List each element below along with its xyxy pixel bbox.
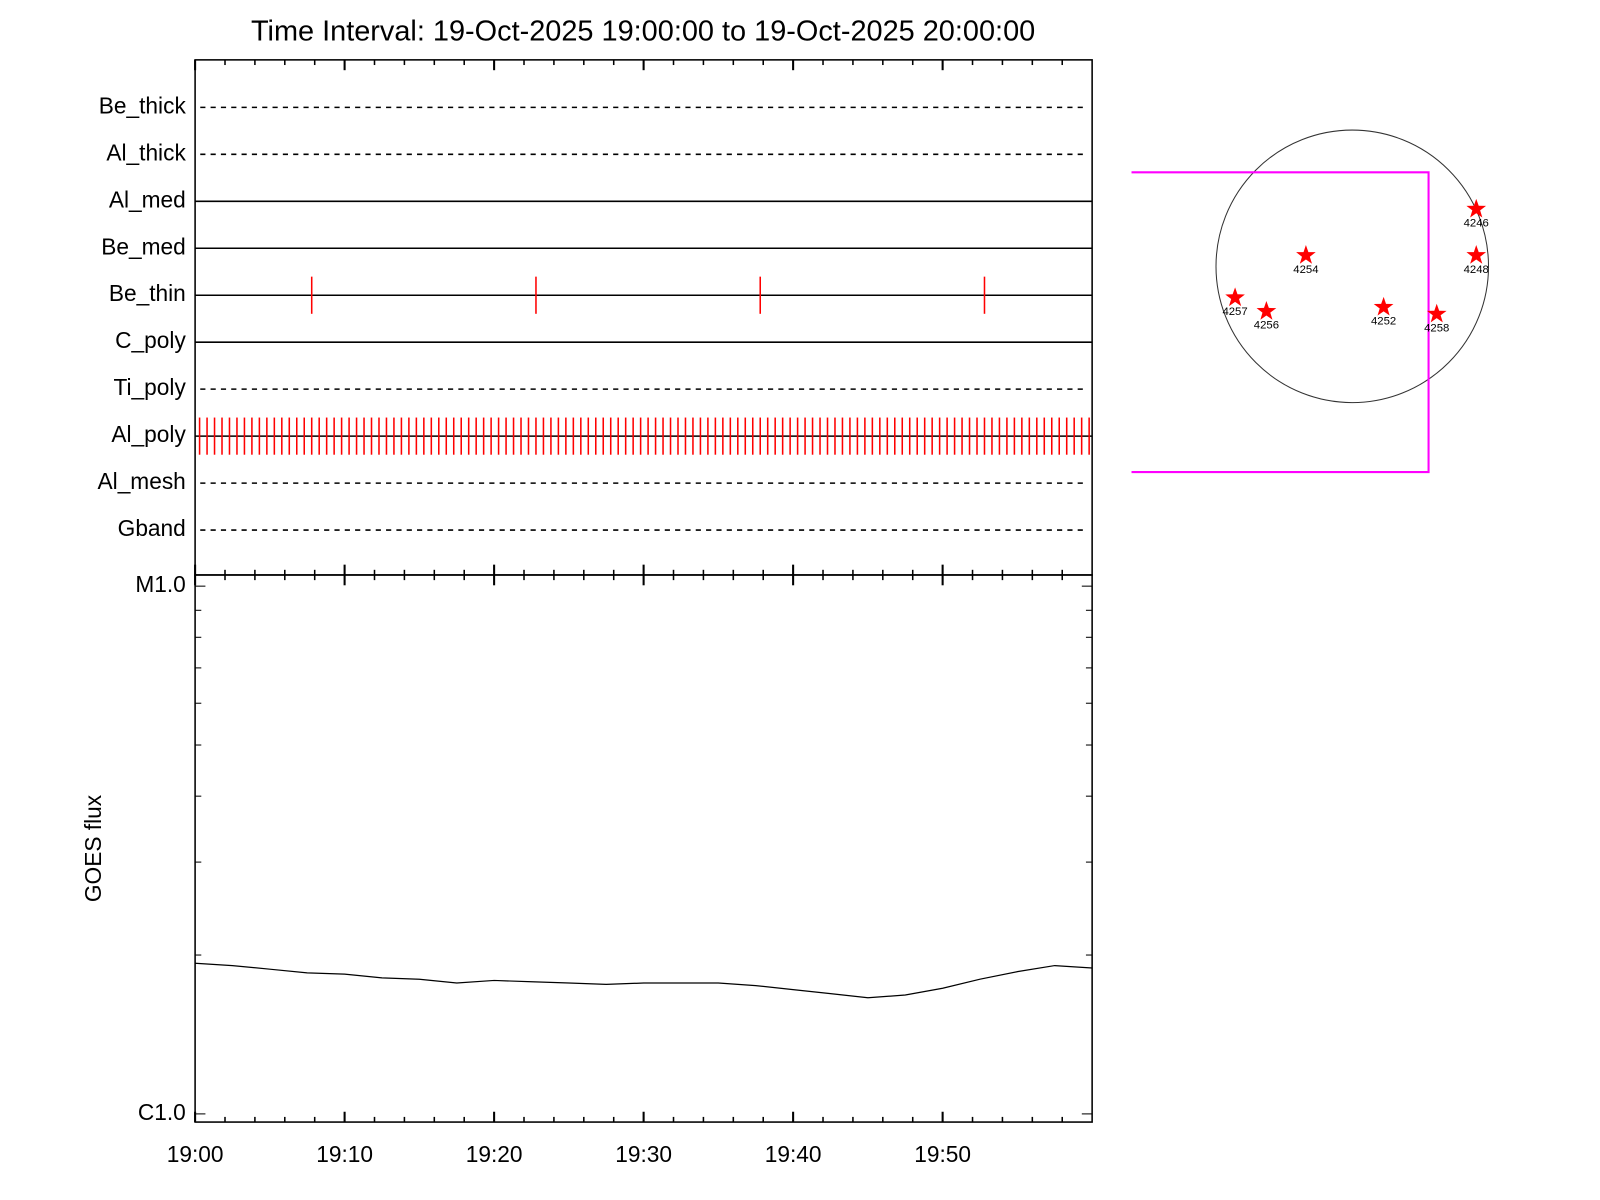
filter-panel-frame: [194, 59, 1093, 576]
filter-label: Be_med: [101, 233, 186, 259]
filter-label: Be_thin: [109, 280, 186, 306]
chart-title: Time Interval: 19-Oct-2025 19:00:00 to 1…: [251, 16, 1035, 48]
y-axis-label: GOES flux: [80, 794, 106, 902]
field-of-view: [1131, 171, 1430, 474]
active-region-label: 4256: [1254, 320, 1279, 332]
y-tick-label: M1.0: [135, 571, 185, 597]
active-region-label: 4248: [1464, 264, 1489, 276]
active-region: [1256, 301, 1277, 320]
active-region-label: 4246: [1464, 218, 1489, 230]
active-region-label: 4257: [1222, 306, 1247, 318]
filter-label: Al_mesh: [98, 468, 186, 494]
active-region: [1373, 296, 1394, 316]
active-region-label: 4252: [1371, 316, 1396, 328]
goes-panel-frame: [194, 574, 1093, 1123]
x-tick-label: 19:10: [316, 1141, 373, 1167]
filter-label: Ti_poly: [114, 374, 187, 400]
x-tick-label: 19:00: [167, 1141, 224, 1167]
active-region-label: 4258: [1424, 322, 1449, 334]
filter-label: Al_med: [109, 186, 186, 212]
filter-label: Gband: [118, 515, 186, 541]
x-tick-label: 19:20: [466, 1141, 523, 1167]
active-region: [1466, 245, 1487, 264]
filter-label: C_poly: [115, 327, 186, 353]
active-region: [1296, 245, 1316, 264]
goes-flux-line: [195, 962, 1093, 999]
active-region: [1225, 287, 1245, 307]
y-tick-label: C1.0: [138, 1099, 186, 1125]
x-tick-label: 19:30: [615, 1141, 672, 1167]
solar-disk: [1215, 129, 1490, 404]
filter-label: Al_poly: [111, 421, 186, 447]
active-region: [1426, 303, 1447, 323]
x-tick-label: 19:40: [765, 1141, 822, 1167]
active-region: [1466, 198, 1487, 218]
filter-label: Al_thick: [106, 139, 186, 165]
filter-label: Be_thick: [99, 92, 187, 118]
x-tick-label: 19:50: [914, 1141, 971, 1167]
active-region-label: 4254: [1293, 264, 1318, 276]
